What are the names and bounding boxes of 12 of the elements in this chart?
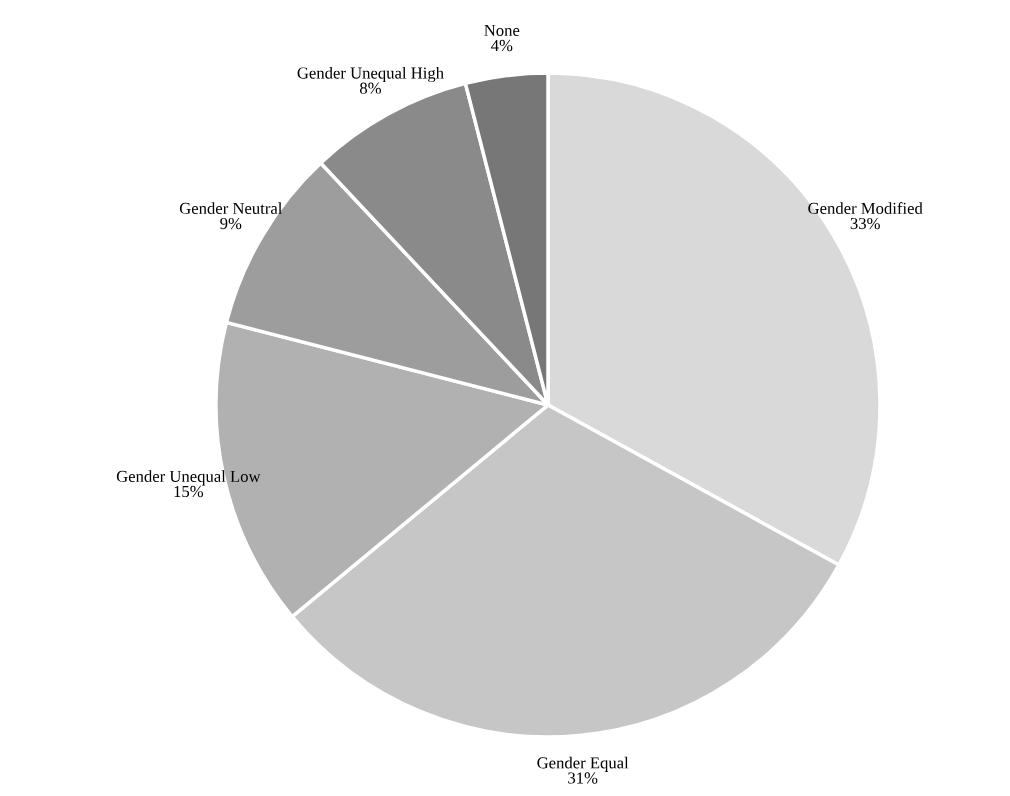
data-label: 9% <box>220 217 242 230</box>
data-label: 4% <box>491 39 513 52</box>
slice-label: None <box>484 24 520 36</box>
slice-label: Gender Neutral <box>179 202 283 215</box>
data-label: 31% <box>568 772 598 784</box>
slice-label: Gender Unequal Low <box>116 470 261 486</box>
data-label: 8% <box>359 82 381 94</box>
data-label: 33% <box>850 217 880 230</box>
data-label: 15% <box>174 485 204 498</box>
slice-label: Gender Unequal High <box>297 66 444 83</box>
slice-label: Gender Modified <box>808 202 923 215</box>
slice-label: Gender Equal <box>537 756 629 772</box>
